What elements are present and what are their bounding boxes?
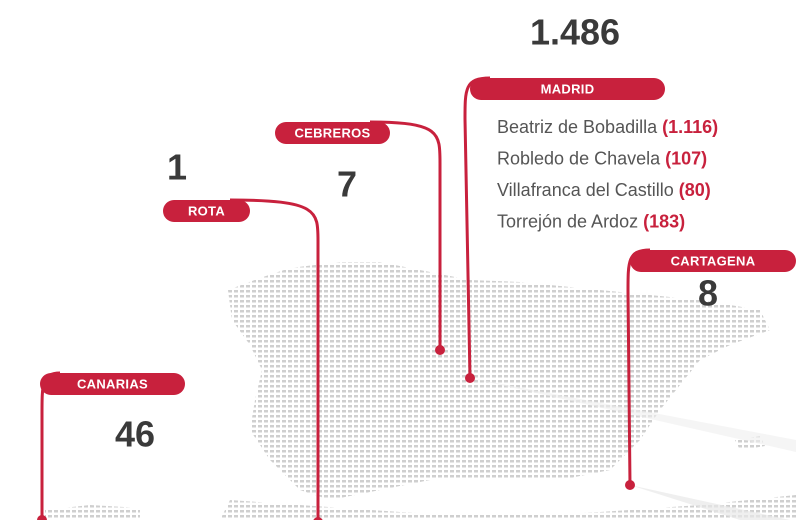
site-name: Robledo de Chavela xyxy=(497,148,661,168)
label-pill xyxy=(630,250,796,272)
label-pill xyxy=(40,373,185,395)
site-count: (107) xyxy=(665,148,707,168)
site-count: (183) xyxy=(643,211,685,231)
location-total: 8 xyxy=(698,273,718,314)
label-pill xyxy=(470,78,665,100)
site-entry: Beatriz de Bobadilla (1.116) xyxy=(497,117,718,137)
map-iberia xyxy=(228,262,770,500)
shadow xyxy=(630,485,790,520)
site-count: (80) xyxy=(679,180,711,200)
site-entry: Villafranca del Castillo (80) xyxy=(497,180,711,200)
shadow xyxy=(470,378,796,452)
site-name: Villafranca del Castillo xyxy=(497,180,674,200)
map-africa xyxy=(220,495,796,520)
label-pill xyxy=(275,122,390,144)
location-name: MADRID xyxy=(541,81,595,96)
connector xyxy=(229,198,320,520)
location-total: 1.486 xyxy=(530,12,620,53)
location-total: 1 xyxy=(167,147,187,188)
location-dot xyxy=(625,480,635,490)
location-marker: CARTAGENA 8 xyxy=(625,248,796,490)
location-name: CANARIAS xyxy=(77,376,148,391)
site-entry: Torrejón de Ardoz (183) xyxy=(497,211,685,231)
map-canarias xyxy=(45,505,140,520)
location-dot xyxy=(435,345,445,355)
location-marker: CANARIAS 46 xyxy=(37,371,185,520)
site-name: Torrejón de Ardoz xyxy=(497,211,638,231)
site-count: (1.116) xyxy=(662,117,718,137)
location-dot xyxy=(313,517,323,520)
map xyxy=(45,262,796,520)
location-name: ROTA xyxy=(188,203,225,218)
label-pill xyxy=(163,200,250,222)
site-entry: Robledo de Chavela (107) xyxy=(497,148,707,168)
location-dot xyxy=(465,373,475,383)
location-name: CARTAGENA xyxy=(671,253,756,268)
location-marker: CEBREROS 7 xyxy=(275,120,445,355)
connector xyxy=(40,371,61,520)
location-dot xyxy=(37,515,47,520)
connector xyxy=(369,120,442,350)
location-total: 46 xyxy=(115,414,155,455)
site-name: Beatriz de Bobadilla xyxy=(497,117,658,137)
location-name: CEBREROS xyxy=(294,125,370,140)
location-total: 7 xyxy=(337,164,357,205)
